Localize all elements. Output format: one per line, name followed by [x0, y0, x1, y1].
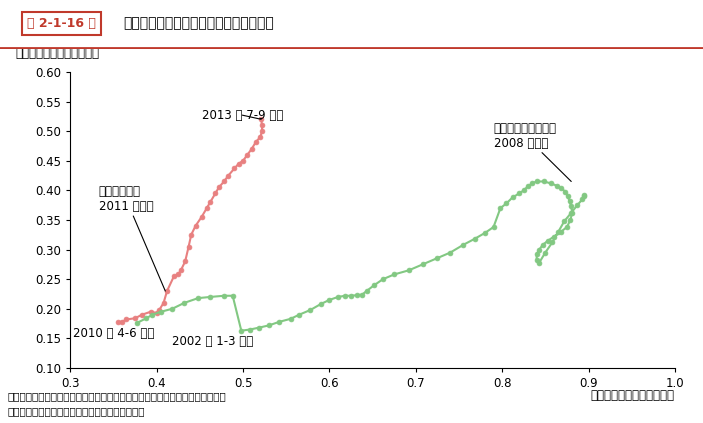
Text: リーマン・ショック
2008 年９月: リーマン・ショック 2008 年９月 [494, 122, 572, 181]
Text: 第 2-1-16 図: 第 2-1-16 図 [27, 17, 96, 30]
Text: 資料：財務省「法人企業統計季報」、経済産業省「海外現地法人四半期調査」: 資料：財務省「法人企業統計季報」、経済産業省「海外現地法人四半期調査」 [7, 391, 226, 401]
X-axis label: （国内の設備投資、兆円）: （国内の設備投資、兆円） [591, 389, 675, 402]
Text: （注）設備投資額は後方４期移動平均にて算出。: （注）設備投資額は後方４期移動平均にて算出。 [7, 406, 145, 416]
Text: 2002 年 1-3 月期: 2002 年 1-3 月期 [172, 335, 254, 348]
Text: 2010 年 4-6 月期: 2010 年 4-6 月期 [73, 327, 154, 340]
Text: 東日本大震災
2011 年３月: 東日本大震災 2011 年３月 [99, 185, 165, 291]
Text: （海外の設備投資、兆円）: （海外の設備投資、兆円） [16, 47, 100, 60]
Text: 2013 年 7-9 月期: 2013 年 7-9 月期 [202, 109, 283, 122]
Text: 国内外の設備投資の推移（輸送用機械）: 国内外の設備投資の推移（輸送用機械） [123, 16, 273, 30]
